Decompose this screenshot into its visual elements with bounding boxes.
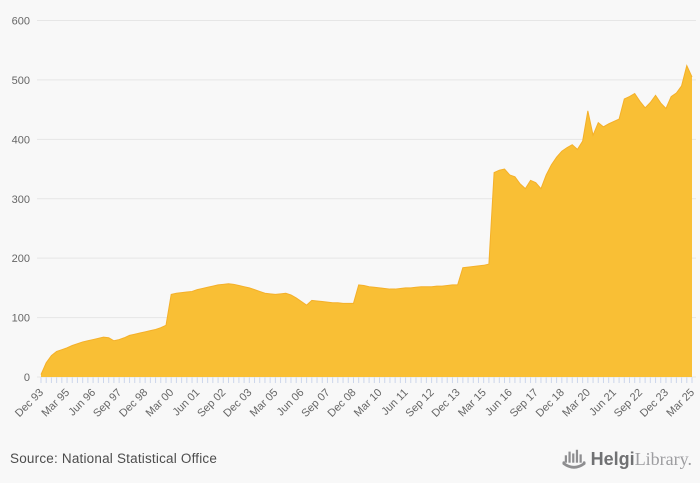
- y-axis-labels: 0 100 200 300 400 500 600: [12, 16, 30, 385]
- y-axis-label: 400: [12, 134, 30, 146]
- viking-ship-icon: [562, 449, 586, 469]
- area-series-line: [40, 64, 693, 375]
- x-axis-label: Sep 97: [91, 387, 124, 420]
- x-axis-label: Dec 18: [534, 387, 567, 420]
- x-axis-label: Dec 03: [221, 387, 254, 420]
- area-series-fill: [41, 65, 692, 377]
- y-axis-label: 300: [12, 194, 30, 206]
- x-axis-label: Dec 13: [430, 387, 463, 420]
- logo-wordmark: HelgiLibrary.: [591, 450, 692, 468]
- y-axis-label: 500: [12, 75, 30, 87]
- x-axis-label: Mar 05: [248, 387, 281, 420]
- x-axis-label: Dec 23: [638, 387, 671, 420]
- x-axis-label: Mar 00: [144, 387, 177, 420]
- y-axis-label: 0: [24, 372, 30, 384]
- x-axis-label: Dec 08: [325, 387, 358, 420]
- x-axis-label: Sep 17: [508, 387, 541, 420]
- x-axis-label: Mar 15: [456, 387, 489, 420]
- x-axis-label: Mar 10: [352, 387, 385, 420]
- y-axis-label: 100: [12, 313, 30, 325]
- gridlines-group: [37, 20, 696, 378]
- x-axis-ticks: [40, 377, 693, 383]
- x-axis-label: Dec 93: [13, 387, 46, 420]
- x-axis-label: Mar 20: [560, 387, 593, 420]
- chart-footer: Source: National Statistical Office Helg…: [0, 440, 700, 483]
- x-axis-label: Mar 25: [664, 387, 697, 420]
- logo-text-helgi: Helgi: [590, 448, 635, 469]
- helgi-library-logo: HelgiLibrary.: [562, 446, 692, 472]
- y-axis-label: 600: [12, 16, 30, 28]
- source-label: Source: National Statistical Office: [10, 451, 218, 466]
- y-axis-label: 200: [12, 253, 30, 265]
- x-axis-label: Mar 95: [39, 387, 72, 420]
- x-axis-label: Dec 98: [117, 387, 150, 420]
- logo-text-library: Library.: [634, 448, 692, 469]
